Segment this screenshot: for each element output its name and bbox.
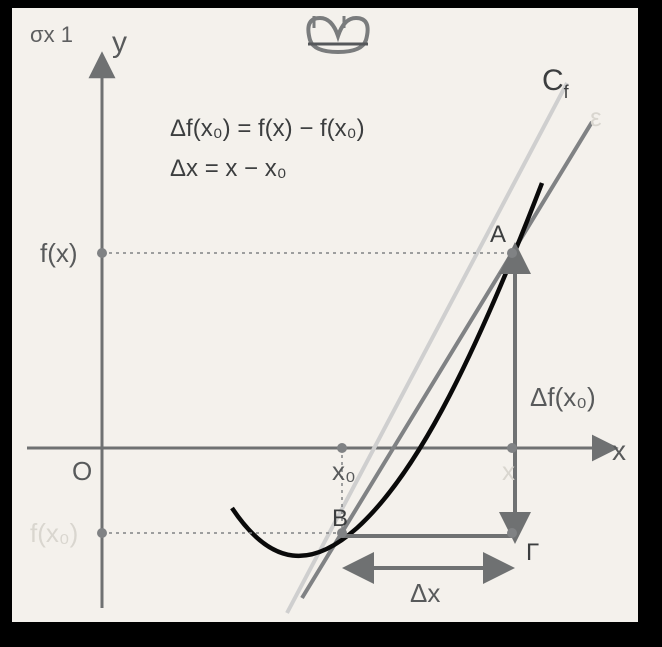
corner-note: σx 1 — [30, 22, 73, 47]
Cf-label: Cf — [542, 64, 570, 102]
epsilon-label: ε — [590, 102, 602, 132]
marker-dots — [97, 248, 517, 538]
x-label: x — [502, 456, 515, 486]
delta-f-label: Δf(x₀) — [530, 382, 596, 412]
dot-G — [507, 528, 517, 538]
A-label: A — [490, 221, 506, 248]
B-label: B — [332, 505, 348, 532]
Gamma-label: Γ — [526, 539, 539, 566]
dot-fx0 — [97, 528, 107, 538]
formula-delta-x: Δx = x − x₀ — [170, 155, 287, 182]
y-axis-label: y — [112, 26, 127, 59]
diagram-card: σx 1 y x O x₀ x f(x) f(x₀) A B Γ Cf ε Δf… — [12, 8, 638, 622]
fx0-label: f(x₀) — [30, 518, 78, 548]
dot-fx — [97, 248, 107, 258]
top-glyph-icon — [308, 16, 368, 52]
dot-x — [507, 443, 517, 453]
x0-label: x₀ — [332, 456, 356, 486]
fx-label: f(x) — [40, 238, 78, 268]
diagram-svg: σx 1 y x O x₀ x f(x) f(x₀) A B Γ Cf ε Δf… — [12, 8, 638, 622]
x-axis-label: x — [612, 435, 626, 466]
delta-x-label: Δx — [410, 578, 440, 608]
formula-delta-f: Δf(x₀) = f(x) − f(x₀) — [170, 115, 365, 142]
dot-x0 — [337, 443, 347, 453]
dot-A — [507, 248, 517, 258]
origin-label: O — [72, 456, 92, 486]
